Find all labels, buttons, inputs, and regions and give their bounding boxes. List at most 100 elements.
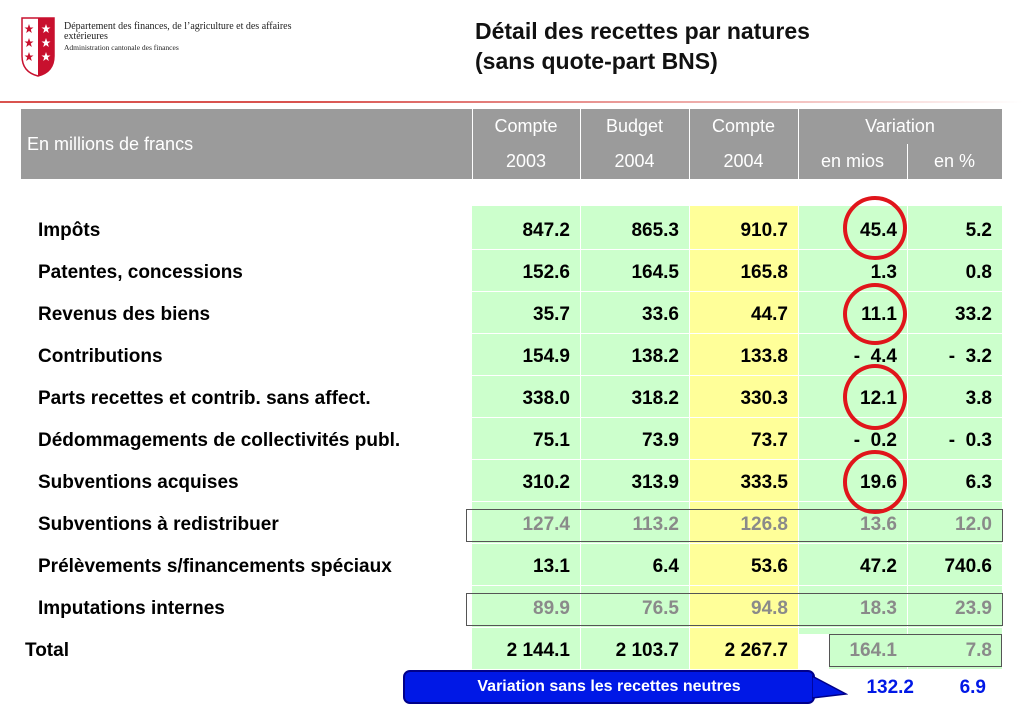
cell-compte-2004: 73.7 [751,430,788,451]
column-band-budget-2004 [580,206,689,669]
row-label: Patentes, concessions [38,262,243,283]
header-divider [907,144,908,179]
row-separator [472,585,1002,586]
department-name: Département des finances, de l’agricultu… [64,21,292,42]
neutral-row-box [466,593,1003,626]
highlight-circle [843,283,907,345]
unit-label-header: En millions de francs [21,109,472,179]
cell-variation-pct: 5.2 [965,220,992,241]
cell-compte-2004: 53.6 [751,556,788,577]
column-band-variation-pct [907,206,1002,669]
total-variation-box [829,634,1002,667]
cell-compte-2003: 13.1 [533,556,570,577]
row-label: Subventions acquises [38,472,239,493]
header-divider [472,109,473,179]
highlight-circle [843,196,907,260]
column-band-compte-2004 [689,206,798,669]
neutral-row-box [466,509,1003,542]
cell-compte-2003: 35.7 [533,304,570,325]
cell-budget-2004: 865.3 [631,220,679,241]
total-budget-2004: 2 103.7 [615,640,679,661]
row-label: Subventions à redistribuer [38,514,279,535]
cell-variation-mios: 18.3 [860,598,897,619]
cell-variation-mios: - 4.4 [853,346,897,367]
cell-budget-2004: 164.5 [631,262,679,283]
row-separator [472,627,1002,628]
column-header-variation: Variation [798,109,1002,144]
highlight-circle [843,364,907,430]
row-separator [472,333,1002,334]
cell-budget-2004: 73.9 [642,430,679,451]
cell-compte-2004: 126.8 [740,514,788,535]
column-band-variation-mios [798,206,829,634]
row-label: Dédommagements de collectivités publ. [38,430,401,451]
total-variation-mios: 164.1 [849,640,897,661]
callout-text: Variation sans les recettes neutres [477,678,741,695]
callout-box: Variation sans les recettes neutres [403,670,815,704]
cell-budget-2004: 138.2 [631,346,679,367]
header-divider [798,109,799,179]
row-separator [472,249,1002,250]
row-separator [472,501,1002,502]
cell-variation-pct: 3.8 [965,388,992,409]
page-title: Détail des recettes par natures (sans qu… [475,16,810,76]
row-separator [472,375,1002,376]
cell-variation-pct: 12.0 [955,514,992,535]
cell-compte-2003: 89.9 [533,598,570,619]
cell-compte-2004: 330.3 [740,388,788,409]
column-header-year-compte-2004: 2004 [689,144,798,179]
column-header-budget-2004: Budget [580,109,689,144]
canton-coat-of-arms-logo [21,17,55,77]
cell-compte-2004: 910.7 [740,220,788,241]
cell-compte-2003: 847.2 [522,220,570,241]
cell-compte-2004: 94.8 [751,598,788,619]
row-label: Imputations internes [38,598,225,619]
cell-variation-mios: 13.6 [860,514,897,535]
column-separator [798,206,799,669]
total-variation-gap [798,634,829,669]
column-separator [689,206,690,669]
cell-budget-2004: 313.9 [631,472,679,493]
cell-variation-pct: - 0.3 [948,430,992,451]
total-compte-2003: 2 144.1 [506,640,570,661]
organization-name: Département des finances, de l’agricultu… [64,21,334,53]
total-compte-2004: 2 267.7 [724,640,788,661]
row-label: Contributions [38,346,163,367]
cell-compte-2003: 75.1 [533,430,570,451]
row-separator [472,459,1002,460]
column-separator [580,206,581,669]
cell-budget-2004: 113.2 [632,514,680,535]
total-label: Total [25,640,69,661]
column-header-variation-mios: en mios [798,144,907,179]
column-header-year-2003: 2003 [472,144,580,179]
cell-compte-2004: 44.7 [751,304,788,325]
cell-variation-pct: 0.8 [965,262,992,283]
cell-variation-pct: 33.2 [955,304,992,325]
highlight-circle [843,450,907,514]
cell-budget-2004: 6.4 [652,556,679,577]
title-line-1: Détail des recettes par natures [475,18,810,44]
column-header-compte-2004: Compte [689,109,798,144]
column-separator [907,206,908,669]
row-separator [472,417,1002,418]
cell-compte-2004: 333.5 [740,472,788,493]
column-header-compte-2003: Compte [472,109,580,144]
callout-variation-mios: 132.2 [866,677,914,698]
row-separator [472,543,1002,544]
cell-compte-2003: 152.6 [522,262,570,283]
cell-variation-mios: 1.3 [870,262,897,283]
callout-pointer-icon [812,675,848,699]
cell-budget-2004: 76.5 [642,598,679,619]
header-divider [580,109,581,179]
row-separator [472,291,1002,292]
cell-variation-pct: 6.3 [965,472,992,493]
cell-compte-2003: 154.9 [522,346,570,367]
administration-name: Administration cantonale des finances [64,43,179,52]
title-line-2: (sans quote-part BNS) [475,48,718,74]
cell-variation-mios: 47.2 [860,556,897,577]
header-rule-fade [302,101,1023,103]
cell-compte-2004: 133.8 [740,346,788,367]
cell-variation-pct: 23.9 [955,598,992,619]
cell-variation-pct: - 3.2 [948,346,992,367]
row-label: Impôts [38,220,101,241]
